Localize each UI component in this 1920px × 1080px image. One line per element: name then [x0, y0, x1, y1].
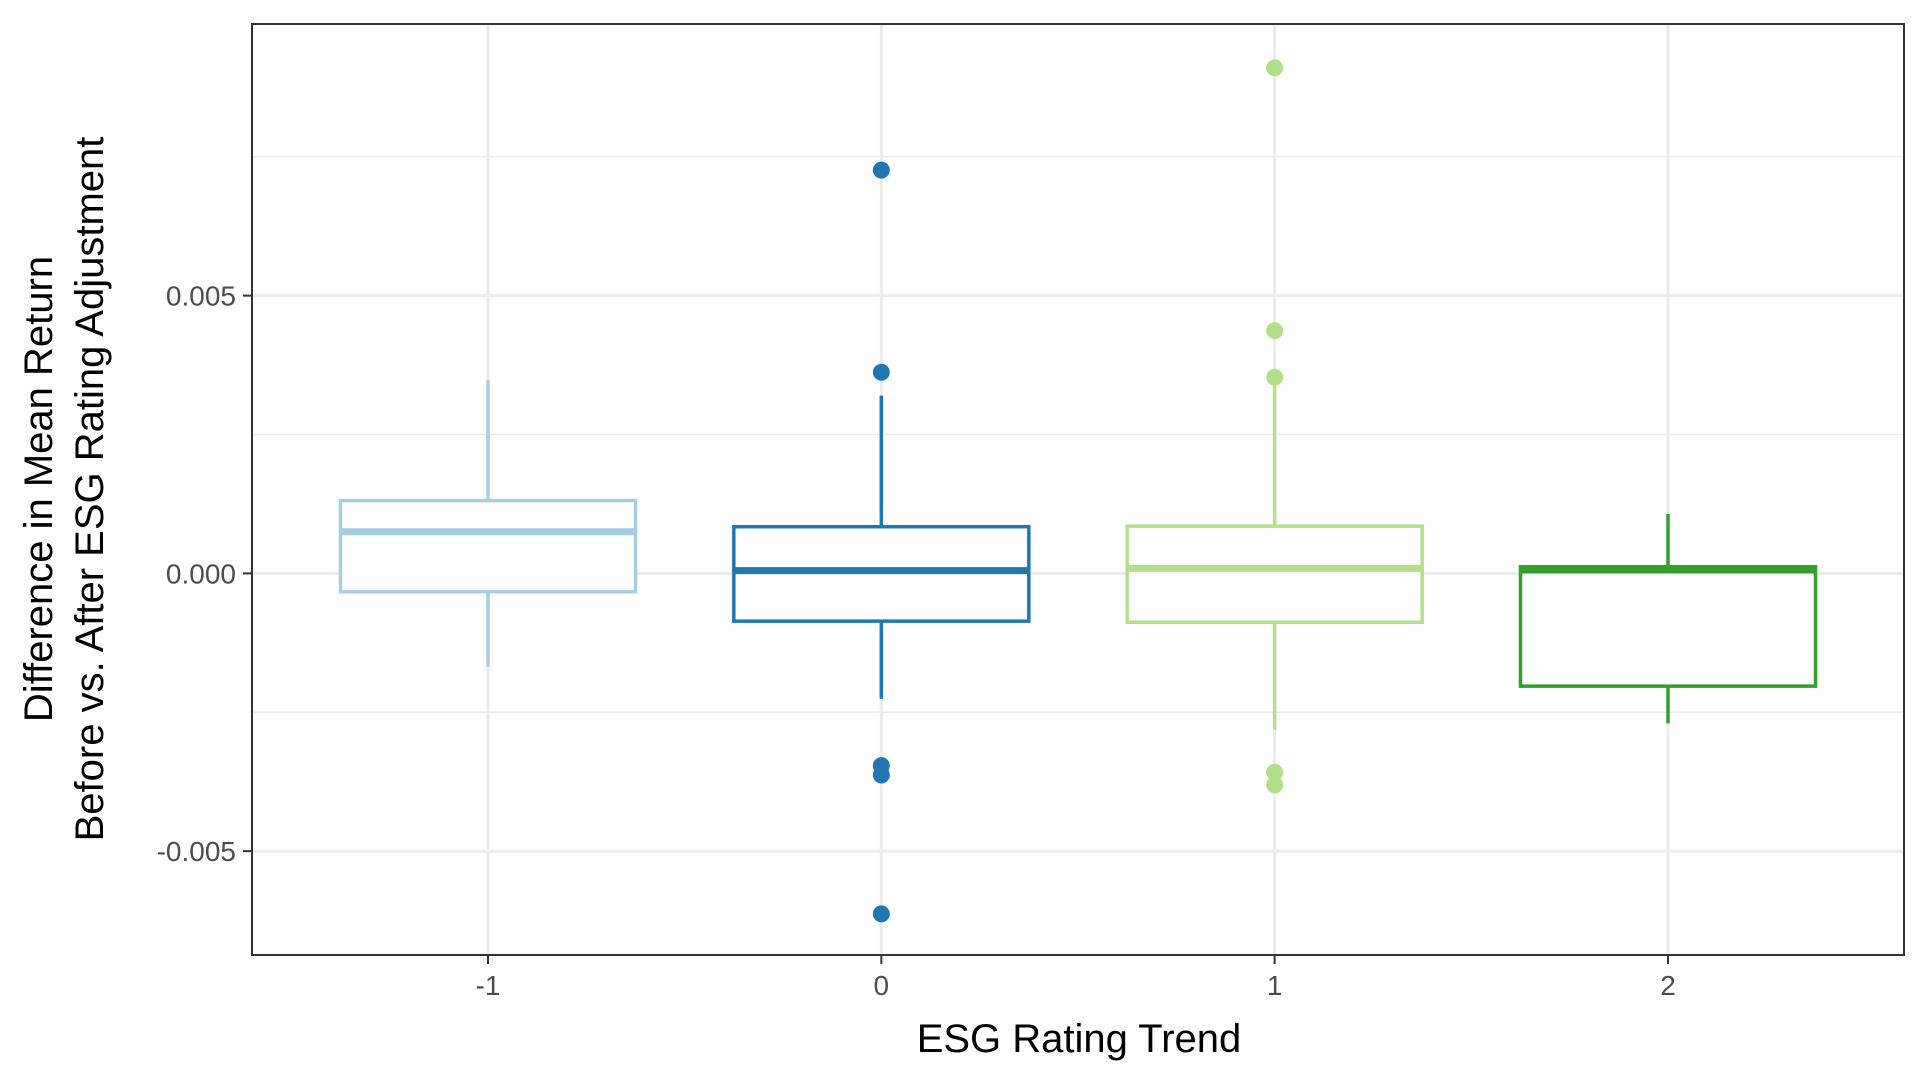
- y-tick-label: 0.005: [166, 281, 236, 312]
- y-axis: -0.005 0.000 0.005: [157, 281, 252, 867]
- plot-panel-background: [252, 24, 1904, 955]
- outlier-point: [1266, 368, 1284, 386]
- box-group-0: [732, 161, 1031, 923]
- box-iqr: [338, 498, 638, 594]
- outlier-point: [1266, 59, 1284, 77]
- box-iqr: [1125, 524, 1424, 625]
- outlier-point: [1266, 763, 1284, 781]
- x-axis-title: ESG Rating Trend: [917, 1017, 1242, 1061]
- outlier-point: [1266, 322, 1284, 340]
- outlier-point: [1266, 776, 1284, 794]
- y-tick-label: -0.005: [157, 836, 236, 867]
- y-tick-label: 0.000: [166, 558, 236, 589]
- box-groups: [338, 59, 1818, 923]
- outlier-point: [872, 363, 890, 381]
- x-axis: -1 0 1 2: [476, 955, 1676, 1001]
- box-group-neg1: [338, 380, 638, 667]
- outlier-point: [872, 161, 890, 179]
- plot-panel-border: [251, 23, 1905, 956]
- y-axis-title-line-1: Difference in Mean Return: [17, 256, 61, 722]
- y-axis-title-line-2: Before vs. After ESG Rating Adjustment: [68, 137, 112, 842]
- minor-gridlines: [252, 156, 1904, 713]
- box-group-2: [1518, 513, 1818, 724]
- box-iqr: [1518, 564, 1818, 688]
- x-tick-label: 2: [1660, 970, 1676, 1001]
- box-group-1: [1125, 59, 1424, 794]
- x-tick-label: 1: [1267, 970, 1283, 1001]
- x-tick-label: 0: [874, 970, 890, 1001]
- outlier-point: [872, 905, 890, 923]
- x-tick-label: -1: [476, 970, 501, 1001]
- outlier-point: [872, 766, 890, 784]
